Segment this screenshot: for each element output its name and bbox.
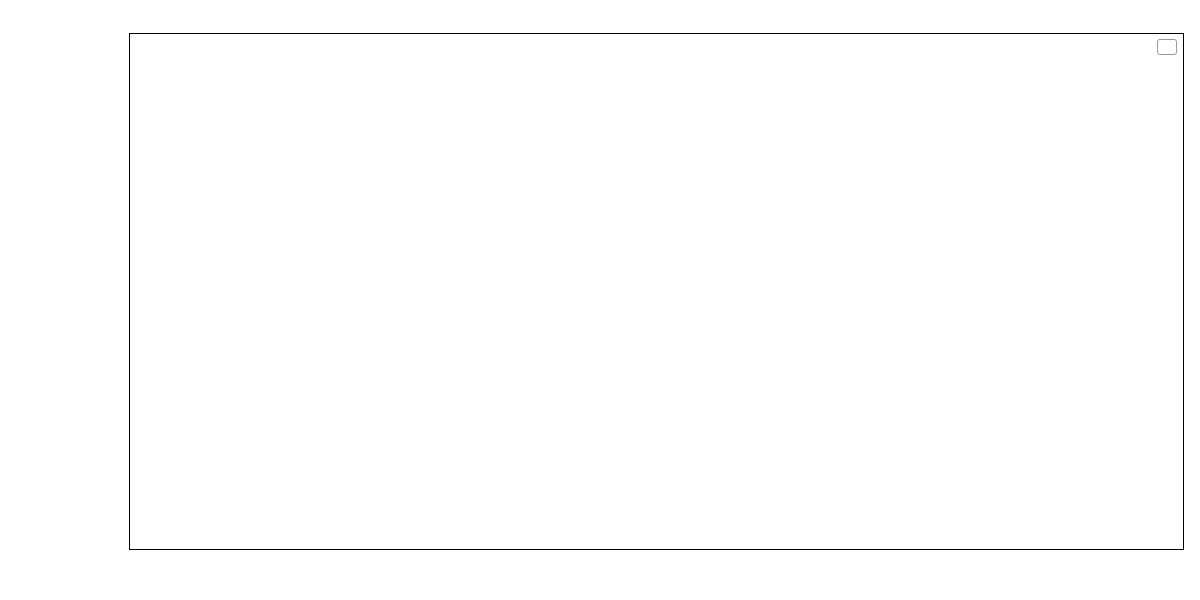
legend xyxy=(1157,39,1177,55)
plot-area xyxy=(129,33,1184,550)
